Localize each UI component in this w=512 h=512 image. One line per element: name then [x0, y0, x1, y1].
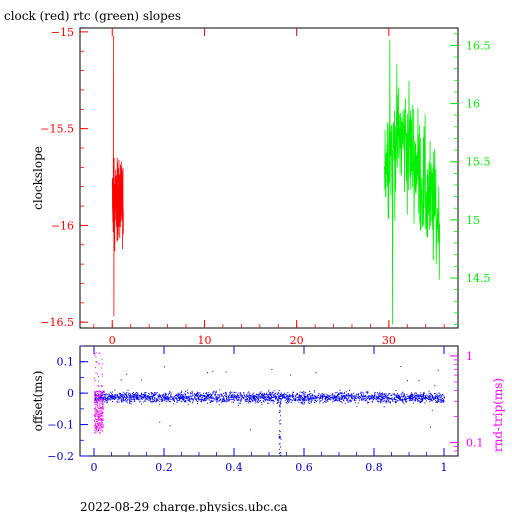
x-tick-label: 1	[441, 461, 448, 474]
series-line-red	[111, 35, 124, 317]
y2-tick-label: 16	[466, 98, 480, 111]
y2-tick-label: 14.5	[466, 272, 491, 285]
chart-title: clock (red) rtc (green) slopes	[4, 9, 181, 23]
y-tick-label: 0.1	[57, 356, 75, 369]
y2-axis-label: rnd-trip(ms)	[491, 378, 505, 452]
x-tick-label: 30	[382, 334, 396, 347]
y-axis-label: offset(ms)	[31, 371, 45, 432]
x-tick-label: 0.4	[225, 461, 243, 474]
y-tick-label: −16	[51, 219, 74, 232]
y-tick-label: −15.5	[40, 123, 74, 136]
y-axis-label: clockslope	[31, 146, 45, 210]
x-tick-label: 10	[197, 334, 211, 347]
footer-label: 2022-08-29 charge.physics.ubc.ca	[80, 500, 288, 512]
y2-tick-label: 16.5	[466, 39, 491, 52]
y-tick-label: −0.2	[47, 450, 74, 463]
y-tick-label: −15	[51, 26, 74, 39]
y-tick-label: −0.1	[47, 419, 74, 432]
x-tick-label: 0.6	[295, 461, 313, 474]
x-tick-label: 20	[290, 334, 304, 347]
slopes-panel: −15 −15.5 −16 −16.5 14.5 15 15.5 16 16.5 0 10 20 30 c…	[31, 26, 491, 347]
y2-tick-label: 0.1	[466, 437, 484, 450]
y-tick-label: 0	[67, 387, 74, 400]
y2-tick-label: 1	[466, 350, 473, 363]
x-tick-label: 0.8	[365, 461, 383, 474]
series-line-green	[383, 39, 440, 325]
plot-frame	[79, 27, 459, 329]
y2-tick-label: 15.5	[466, 156, 491, 169]
y-tick-label: −16.5	[40, 316, 74, 329]
roundtrip-scatter-points	[94, 352, 104, 434]
x-tick-label: 0	[109, 334, 116, 347]
y2-tick-label: 15	[466, 214, 480, 227]
x-tick-label: 0.2	[155, 461, 173, 474]
x-tick-label: 0	[91, 461, 98, 474]
offset-panel: 0.1 0 −0.1 −0.2 1 0.1 0 0.2 0.4 0.6 0.8 1 offset(ms)…	[31, 345, 505, 474]
